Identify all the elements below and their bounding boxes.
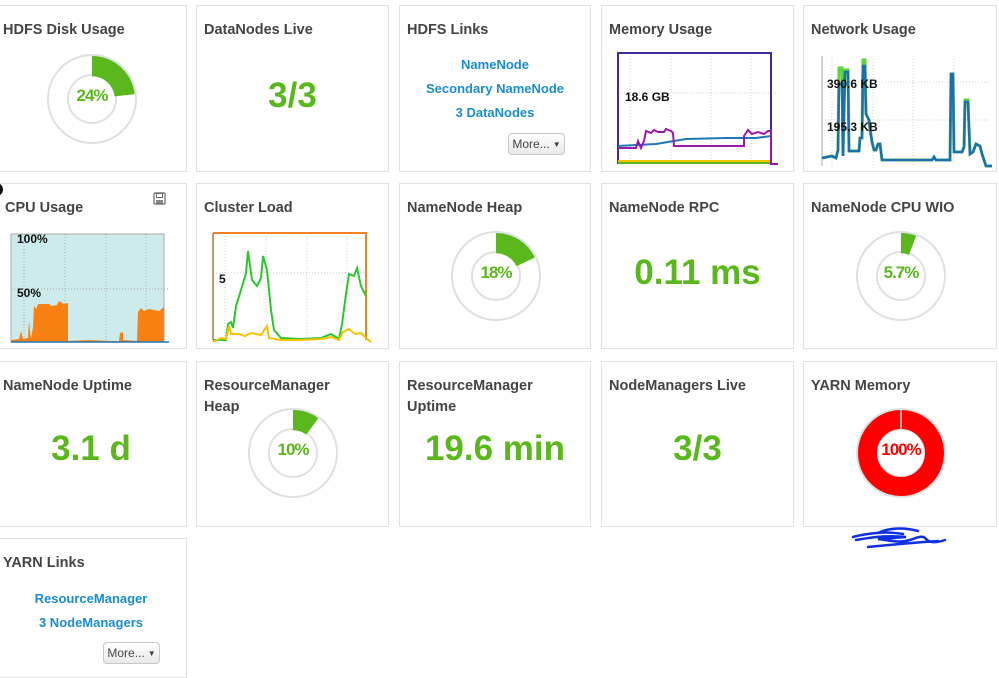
caret-down-icon: ▼ — [147, 649, 156, 658]
link-datanodes[interactable]: 3 DataNodes — [455, 105, 535, 120]
link-secondary-namenode[interactable]: Secondary NameNode — [426, 81, 564, 96]
widget-title: Network Usage — [811, 22, 916, 38]
memory-y-label: 18.6 GB — [625, 90, 670, 104]
widget-title: Cluster Load — [204, 200, 293, 216]
widget-title: YARN Memory — [811, 378, 911, 394]
more-button-label: More... — [107, 646, 145, 660]
network-y-label-mid: 195.3 KB — [827, 120, 878, 134]
percent-label: 18% — [480, 263, 512, 282]
cluster-load-chart — [212, 232, 372, 343]
widget-title: ResourceManager Heap — [204, 378, 330, 415]
widget-title: NameNode RPC — [609, 200, 720, 216]
widget-yarn-links: YARN Links ResourceManager 3 NodeManager… — [0, 538, 187, 678]
cluster-load-y-label: 5 — [219, 272, 226, 286]
widget-title: Memory Usage — [609, 22, 713, 38]
percent-label: 10% — [277, 440, 309, 459]
memory-usage-chart — [617, 52, 778, 165]
widget-namenode-cpu-wio[interactable]: NameNode CPU WIO 5.7% — [803, 183, 997, 349]
widget-title: CPU Usage — [5, 200, 84, 216]
percent-label: 5.7% — [883, 263, 920, 282]
caret-down-icon: ▼ — [552, 140, 561, 149]
cpu-usage-chart — [10, 233, 169, 343]
widget-yarn-memory[interactable]: YARN Memory 100% — [803, 361, 997, 527]
widget-namenode-rpc[interactable]: NameNode RPC 0.11 ms — [601, 183, 794, 349]
datanodes-live-value: 3/3 — [268, 76, 317, 115]
widget-resourcemanager-uptime[interactable]: ResourceManager Uptime 19.6 min — [399, 361, 591, 527]
save-icon[interactable] — [153, 192, 166, 205]
widget-title: NameNode CPU WIO — [811, 200, 955, 216]
widget-title: DataNodes Live — [204, 22, 313, 38]
namenode-cpu-wio-donut: 5.7% — [855, 230, 947, 322]
more-button-label: More... — [512, 137, 550, 151]
widget-resourcemanager-heap[interactable]: ResourceManager Heap 10% — [196, 361, 389, 527]
widget-nodemanagers-live[interactable]: NodeManagers Live 3/3 — [601, 361, 794, 527]
widget-title: HDFS Links — [407, 22, 489, 38]
widget-title: NameNode Uptime — [3, 378, 132, 394]
annotation-scribble — [851, 527, 947, 549]
link-resourcemanager[interactable]: ResourceManager — [34, 591, 148, 606]
widget-cpu-usage[interactable]: CPU Usage 100% 50% — [0, 183, 187, 349]
namenode-uptime-value: 3.1 d — [51, 429, 131, 468]
network-y-label-high: 390.6 KB — [827, 77, 878, 91]
widget-title: YARN Links — [3, 555, 85, 571]
yarn-memory-donut: 100% — [855, 407, 947, 499]
widget-namenode-uptime[interactable]: NameNode Uptime 3.1 d — [0, 361, 187, 527]
hdfs-links-more-button[interactable]: More... ▼ — [508, 133, 565, 155]
percent-label: 100% — [881, 440, 921, 459]
cpu-y-label-100: 100% — [17, 232, 48, 246]
cpu-y-label-50: 50% — [17, 286, 42, 300]
resourcemanager-heap-donut: 10% — [247, 407, 339, 499]
help-icon[interactable] — [0, 183, 3, 196]
link-namenode[interactable]: NameNode — [461, 57, 529, 72]
hdfs-disk-usage-donut: 24% — [46, 53, 138, 145]
widget-network-usage[interactable]: Network Usage 390.6 KB 195.3 KB — [803, 5, 997, 172]
widget-hdfs-disk-usage[interactable]: HDFS Disk Usage 24% — [0, 5, 187, 172]
widget-datanodes-live[interactable]: DataNodes Live 3/3 — [196, 5, 389, 172]
yarn-links-more-button[interactable]: More... ▼ — [103, 642, 160, 664]
nodemanagers-live-value: 3/3 — [673, 429, 722, 468]
namenode-rpc-value: 0.11 ms — [634, 253, 761, 292]
widget-namenode-heap[interactable]: NameNode Heap 18% — [399, 183, 591, 349]
resourcemanager-uptime-value: 19.6 min — [424, 429, 566, 468]
network-usage-chart — [821, 56, 992, 168]
widget-title: NameNode Heap — [407, 200, 523, 216]
link-nodemanagers[interactable]: 3 NodeManagers — [38, 615, 144, 630]
widget-hdfs-links: HDFS Links NameNode Secondary NameNode 3… — [399, 5, 591, 172]
widget-title: HDFS Disk Usage — [3, 22, 125, 38]
widget-title: NodeManagers Live — [609, 378, 746, 394]
widget-memory-usage[interactable]: Memory Usage 18.6 GB — [601, 5, 794, 172]
namenode-heap-donut: 18% — [450, 230, 542, 322]
widget-cluster-load[interactable]: Cluster Load 5 — [196, 183, 389, 349]
widget-title: ResourceManager Uptime — [407, 378, 533, 415]
percent-label: 24% — [76, 86, 108, 105]
